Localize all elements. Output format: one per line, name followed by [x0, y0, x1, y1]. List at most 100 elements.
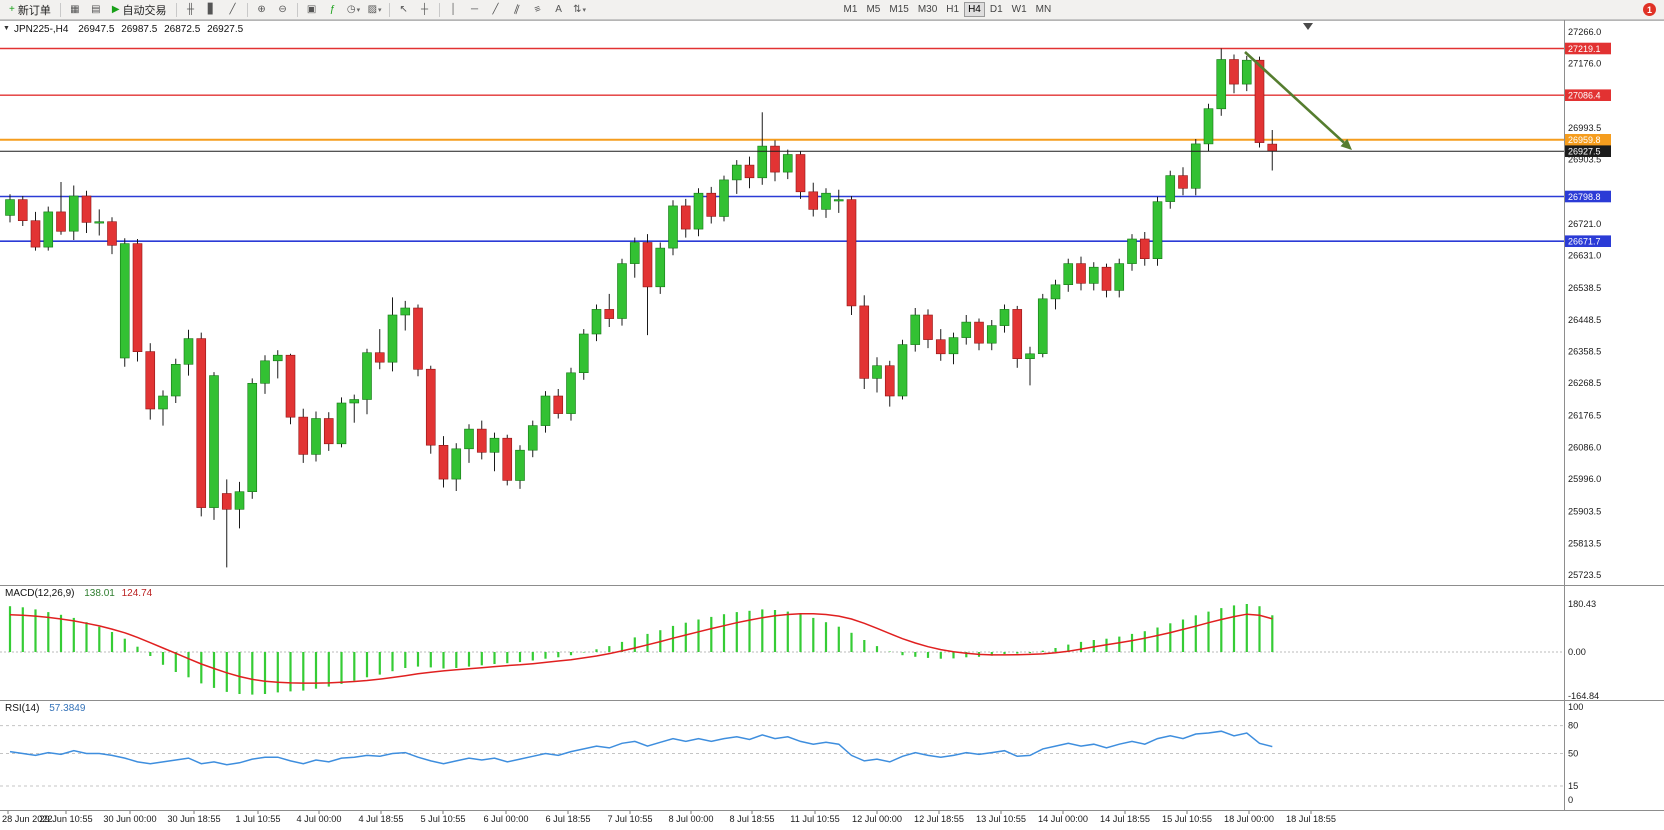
timeframe-m30-button[interactable]: M30 [917, 4, 938, 15]
text-label-icon: A [555, 3, 562, 15]
timeframe-h4-button[interactable]: H4 [964, 2, 985, 17]
indicators-button[interactable]: ƒ [323, 2, 343, 18]
candlestick-chart-button[interactable]: ▋ [202, 2, 222, 18]
vertical-line-button[interactable]: │ [444, 2, 464, 18]
bear-candle [285, 354, 296, 418]
bear-candle [1012, 309, 1023, 359]
bull-candle [1063, 263, 1074, 286]
time-axis-label: 13 Jul 10:55 [976, 814, 1026, 824]
bull-candle [272, 354, 283, 362]
bear-candle [706, 192, 717, 217]
timeframe-h1-button[interactable]: H1 [946, 4, 960, 15]
chart-collapse-arrow-icon[interactable]: ▼ [3, 25, 10, 32]
timeframe-d1-button[interactable]: D1 [989, 4, 1003, 15]
price-axis-label: 26538.5 [1568, 283, 1601, 293]
rsi-name: RSI(14) [5, 703, 40, 714]
periods-button[interactable]: ◷ ▾ [344, 2, 364, 18]
ohlc-open: 26947.5 [78, 24, 115, 35]
bull-candle [540, 395, 551, 426]
bull-candle [655, 247, 666, 288]
bull-candle [170, 363, 181, 397]
timeframe-m1-button[interactable]: M1 [843, 4, 858, 15]
macd-signal-line [9, 612, 1273, 684]
bull-candle [43, 211, 54, 248]
price-axis-label: 26176.5 [1568, 411, 1601, 421]
bear-candle [770, 145, 780, 173]
line-chart-button[interactable]: ╱ [223, 2, 243, 18]
equidistant-channel-button[interactable]: ∥ [507, 2, 527, 18]
fibonacci-button[interactable]: ≡ [528, 2, 548, 18]
chart-background[interactable] [0, 20, 1664, 830]
bear-candle [374, 352, 385, 363]
bull-candle [1114, 263, 1125, 291]
new-order-button[interactable]: + 新订单 [4, 2, 56, 18]
bear-candle [744, 164, 755, 179]
timeframe-m15-button[interactable]: M15 [889, 4, 909, 15]
price-axis-label: 26448.5 [1568, 315, 1601, 325]
bull-candle [782, 154, 793, 173]
timeframe-w1-button[interactable]: W1 [1011, 4, 1027, 15]
notification-badge[interactable]: 1 [1643, 3, 1656, 16]
bull-candle [260, 360, 270, 384]
bull-candle [821, 192, 831, 210]
toolbar-separator [246, 2, 248, 17]
bull-candle [209, 375, 219, 508]
time-axis-label: 1 Jul 10:55 [236, 814, 281, 824]
bar-chart-button[interactable]: ╫ [181, 2, 201, 18]
ohlc-close: 26927.5 [207, 24, 244, 35]
market-watch-icon: ▦ [70, 3, 80, 15]
cursor-button[interactable]: ↖ [394, 2, 414, 18]
bear-candle [132, 243, 143, 353]
zoom-out-button[interactable]: ⊖ [273, 2, 293, 18]
price-line-badge-label: 26671.7 [1568, 237, 1601, 247]
text-label-button[interactable]: A [549, 2, 569, 18]
bull-candle [910, 314, 921, 345]
crosshair-button[interactable]: ┼ [415, 2, 435, 18]
templates-icon: ▨ [367, 3, 378, 15]
candlesticks [5, 48, 1278, 568]
bull-candle [1050, 284, 1061, 300]
bull-candle [961, 321, 972, 338]
bull-candle [183, 338, 194, 365]
indicators-icon: ƒ [329, 3, 336, 15]
time-axis-label: 14 Jul 18:55 [1100, 814, 1150, 824]
tile-windows-button[interactable]: ▣ [302, 2, 322, 18]
templates-button[interactable]: ▨ ▾ [365, 2, 385, 18]
bull-candle [451, 448, 462, 480]
price-axis-label: 27266.0 [1568, 27, 1601, 37]
price-axis[interactable]: 27266.0 27176.0 26993.5 26903.5 26721.0 26631… [1565, 27, 1611, 580]
price-line-badge-label: 26927.5 [1568, 147, 1601, 157]
chart-shift-marker-icon[interactable] [1303, 23, 1313, 30]
trend-arrow-line[interactable] [1244, 51, 1345, 144]
bear-candle [1229, 59, 1239, 85]
bull-candle [617, 263, 627, 319]
bull-candle [566, 372, 576, 414]
line-chart-icon: ╱ [229, 3, 236, 15]
price-axis-label: 26631.0 [1568, 251, 1601, 261]
market-watch-button[interactable]: ▦ [65, 2, 85, 18]
auto-trading-button[interactable]: ▶ 自动交易 [107, 2, 172, 18]
trend-arrow-head[interactable] [1340, 138, 1353, 150]
bull-candle [1152, 201, 1163, 259]
macd-main-value: 138.01 [84, 588, 115, 599]
zoom-in-button[interactable]: ⊕ [252, 2, 272, 18]
timeframe-toolbar: M1 M5 M15 M30 H1 H4 D1 W1 MN [840, 2, 1056, 17]
navigator-button[interactable]: ▤ [86, 2, 106, 18]
trendline-button[interactable]: ╱ [486, 2, 506, 18]
rsi-axis-label: 50 [1568, 749, 1578, 759]
bull-candle [1203, 108, 1214, 145]
time-axis-label: 5 Jul 10:55 [421, 814, 466, 824]
horizontal-line-button[interactable]: ─ [465, 2, 485, 18]
arrows-button[interactable]: ⇅ ▾ [570, 2, 590, 18]
templates-dropdown-icon[interactable]: ▾ [378, 6, 382, 14]
bear-candle [846, 199, 857, 307]
timeframe-mn-button[interactable]: MN [1035, 4, 1052, 15]
bull-candle [247, 382, 258, 492]
arrows-dropdown-icon[interactable]: ▾ [582, 6, 586, 14]
timeframe-m5-button[interactable]: M5 [866, 4, 881, 15]
time-axis-label: 6 Jul 00:00 [484, 814, 529, 824]
periods-dropdown-icon[interactable]: ▾ [356, 6, 361, 14]
